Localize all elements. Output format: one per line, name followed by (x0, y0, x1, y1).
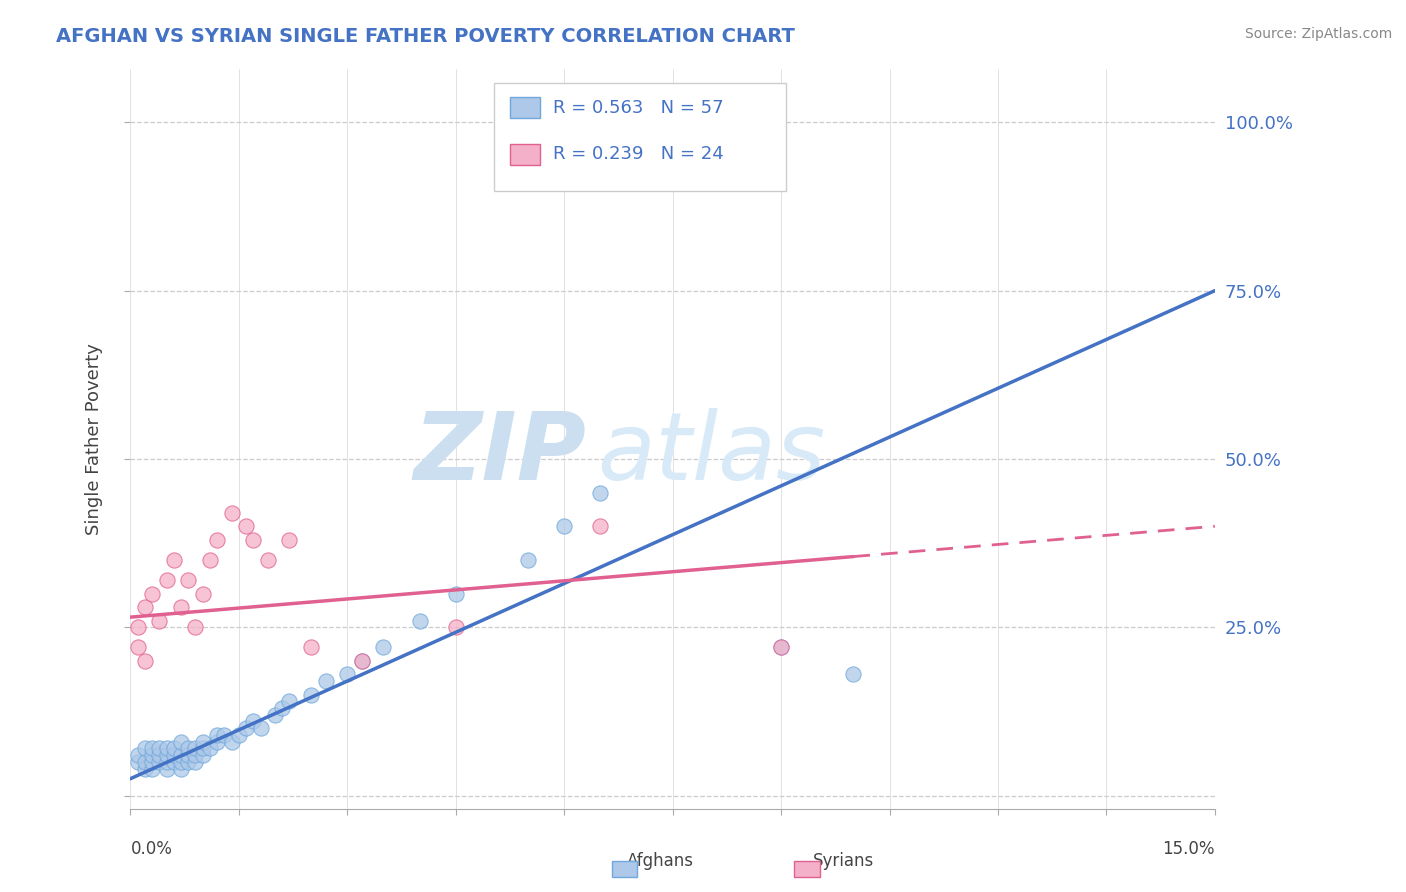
Point (184, 748, 207, 763)
Point (299, 640, 322, 655)
Point (184, 620, 207, 634)
Point (170, 762, 193, 776)
Point (249, 721, 271, 735)
Point (148, 748, 170, 763)
Point (373, 640, 395, 655)
Point (170, 600, 193, 615)
Point (256, 553, 278, 567)
Point (228, 728, 250, 742)
Point (589, 519, 612, 533)
Point (408, 614, 430, 628)
Point (299, 688, 322, 702)
Point (127, 755, 149, 769)
Point (842, 667, 865, 681)
Point (134, 654, 156, 668)
Point (134, 755, 156, 769)
Point (155, 741, 177, 756)
Point (155, 755, 177, 769)
Point (177, 748, 200, 763)
Point (141, 748, 163, 763)
Point (177, 573, 200, 587)
Point (184, 755, 207, 769)
Text: Syrians: Syrians (813, 852, 875, 870)
Point (163, 741, 186, 756)
Text: Source: ZipAtlas.com: Source: ZipAtlas.com (1244, 27, 1392, 41)
FancyBboxPatch shape (510, 144, 540, 165)
Point (127, 748, 149, 763)
Text: R = 0.239   N = 24: R = 0.239 N = 24 (554, 145, 724, 163)
Text: 15.0%: 15.0% (1163, 839, 1215, 857)
Point (770, 640, 793, 655)
Point (141, 755, 163, 769)
Point (444, 586, 467, 600)
Point (205, 734, 228, 748)
Point (235, 519, 257, 533)
Y-axis label: Single Father Poverty: Single Father Poverty (86, 343, 103, 534)
FancyBboxPatch shape (510, 97, 540, 118)
Point (155, 573, 177, 587)
Point (271, 701, 294, 715)
Text: AFGHAN VS SYRIAN SINGLE FATHER POVERTY CORRELATION CHART: AFGHAN VS SYRIAN SINGLE FATHER POVERTY C… (56, 27, 796, 45)
Point (198, 741, 221, 756)
Point (134, 762, 156, 776)
Point (155, 748, 177, 763)
Point (205, 728, 228, 742)
Point (214, 728, 236, 742)
Point (170, 748, 193, 763)
Point (134, 741, 156, 756)
Point (127, 620, 149, 634)
Point (163, 748, 186, 763)
Point (336, 667, 359, 681)
Point (155, 762, 177, 776)
Text: 0.0%: 0.0% (131, 839, 173, 857)
Point (177, 755, 200, 769)
Point (553, 519, 575, 533)
Point (770, 640, 793, 655)
Point (278, 533, 301, 547)
Point (242, 714, 264, 729)
Point (517, 553, 540, 567)
Point (221, 734, 243, 748)
Point (278, 694, 301, 708)
Point (350, 654, 373, 668)
Point (148, 741, 170, 756)
Point (177, 741, 200, 756)
Point (198, 553, 221, 567)
Point (134, 600, 156, 615)
Point (191, 586, 214, 600)
Text: Afghans: Afghans (627, 852, 695, 870)
Point (191, 734, 214, 748)
Point (242, 533, 264, 547)
Point (264, 707, 287, 722)
FancyBboxPatch shape (494, 83, 786, 191)
Point (191, 741, 214, 756)
Point (661, 115, 683, 129)
Point (148, 614, 170, 628)
Point (350, 654, 373, 668)
Point (170, 734, 193, 748)
Point (205, 533, 228, 547)
Point (315, 674, 337, 689)
Point (184, 741, 207, 756)
Text: R = 0.563   N = 57: R = 0.563 N = 57 (554, 99, 724, 117)
Point (163, 755, 186, 769)
Point (444, 620, 467, 634)
Point (191, 748, 214, 763)
Point (141, 741, 163, 756)
Point (141, 586, 163, 600)
Point (127, 640, 149, 655)
Point (141, 762, 163, 776)
Point (148, 755, 170, 769)
Point (235, 721, 257, 735)
Point (163, 553, 186, 567)
Point (589, 485, 612, 500)
Text: ZIP: ZIP (413, 408, 586, 500)
Point (221, 506, 243, 520)
Point (170, 755, 193, 769)
Text: atlas: atlas (596, 408, 825, 499)
